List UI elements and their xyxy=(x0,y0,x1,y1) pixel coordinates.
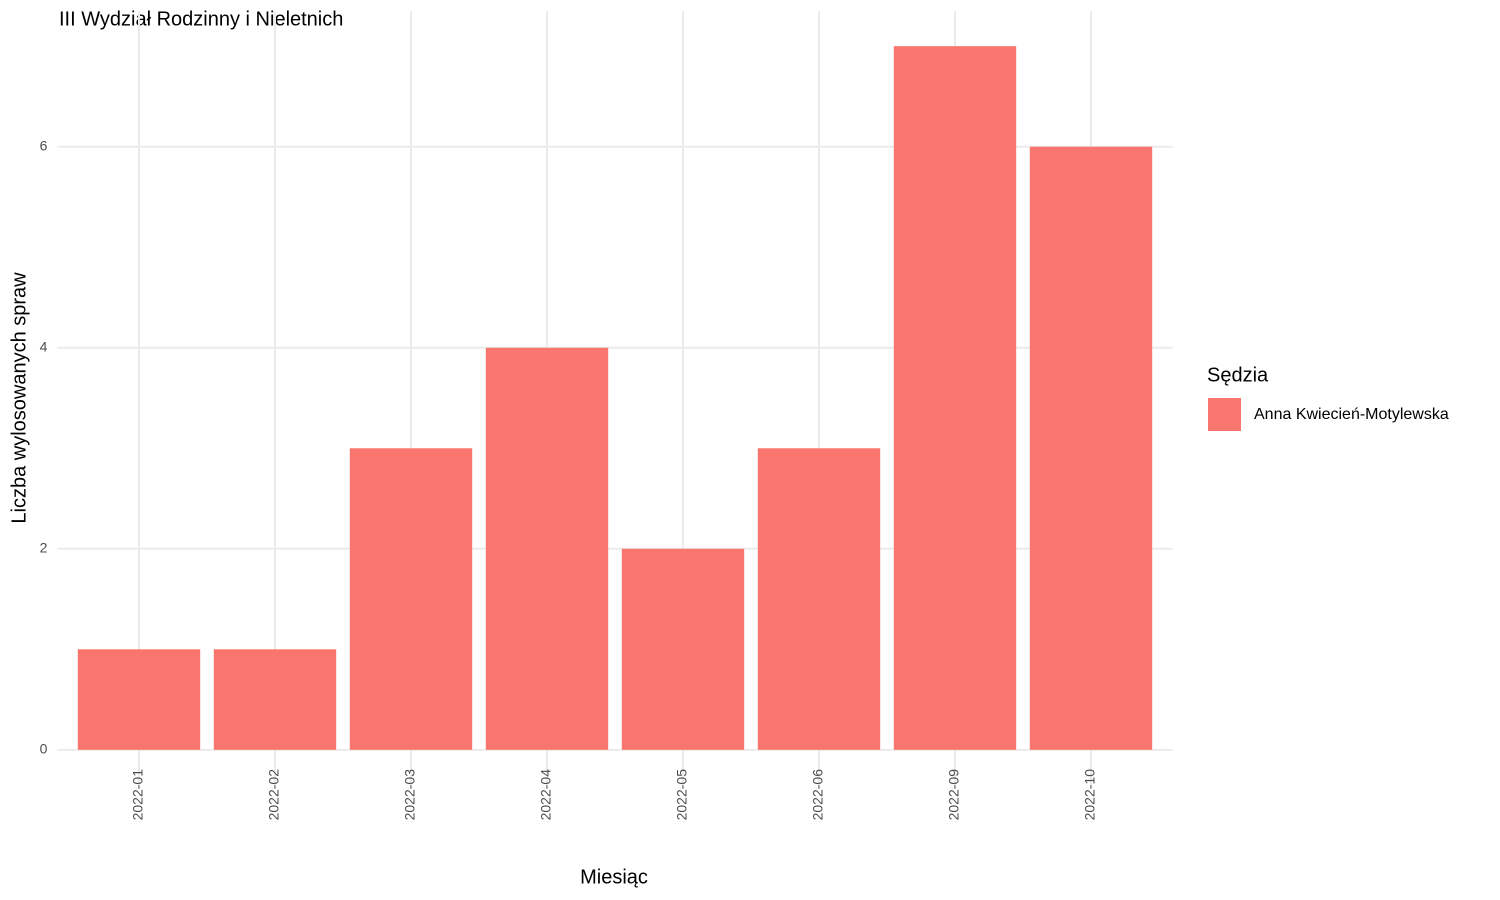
x-tick-label: 2022-02 xyxy=(266,769,282,821)
x-axis-label: Miesiąc xyxy=(580,866,648,888)
x-tick-label: 2022-06 xyxy=(810,769,826,821)
bar xyxy=(757,448,881,750)
y-tick-label: 0 xyxy=(40,741,48,757)
y-axis-label: Liczba wylosowanych spraw xyxy=(8,272,30,524)
bar xyxy=(621,548,745,750)
bar xyxy=(893,46,1017,750)
x-tick-label: 2022-09 xyxy=(946,769,962,821)
y-tick-label: 2 xyxy=(40,539,48,555)
chart-title: III Wydział Rodzinny i Nieletnich xyxy=(59,8,343,30)
legend-label: Anna Kwiecień-Motylewska xyxy=(1254,406,1449,423)
legend-key xyxy=(1208,398,1241,431)
y-tick-label: 4 xyxy=(40,338,48,354)
y-tick-label: 6 xyxy=(40,137,48,153)
bar xyxy=(485,347,609,750)
bar xyxy=(213,649,337,750)
x-tick-label: 2022-05 xyxy=(674,769,690,821)
x-tick-label: 2022-03 xyxy=(402,769,418,821)
bar xyxy=(349,448,473,750)
x-tick-label: 2022-04 xyxy=(538,769,554,821)
x-tick-label: 2022-01 xyxy=(130,769,146,821)
x-tick-label: 2022-10 xyxy=(1082,769,1098,821)
bar xyxy=(1029,146,1153,750)
legend-title: Sędzia xyxy=(1207,364,1269,386)
bar xyxy=(77,649,201,750)
